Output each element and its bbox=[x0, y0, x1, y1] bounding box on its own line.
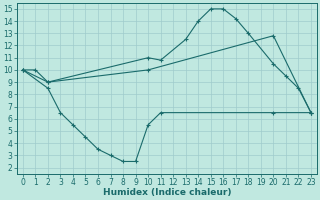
X-axis label: Humidex (Indice chaleur): Humidex (Indice chaleur) bbox=[103, 188, 231, 197]
